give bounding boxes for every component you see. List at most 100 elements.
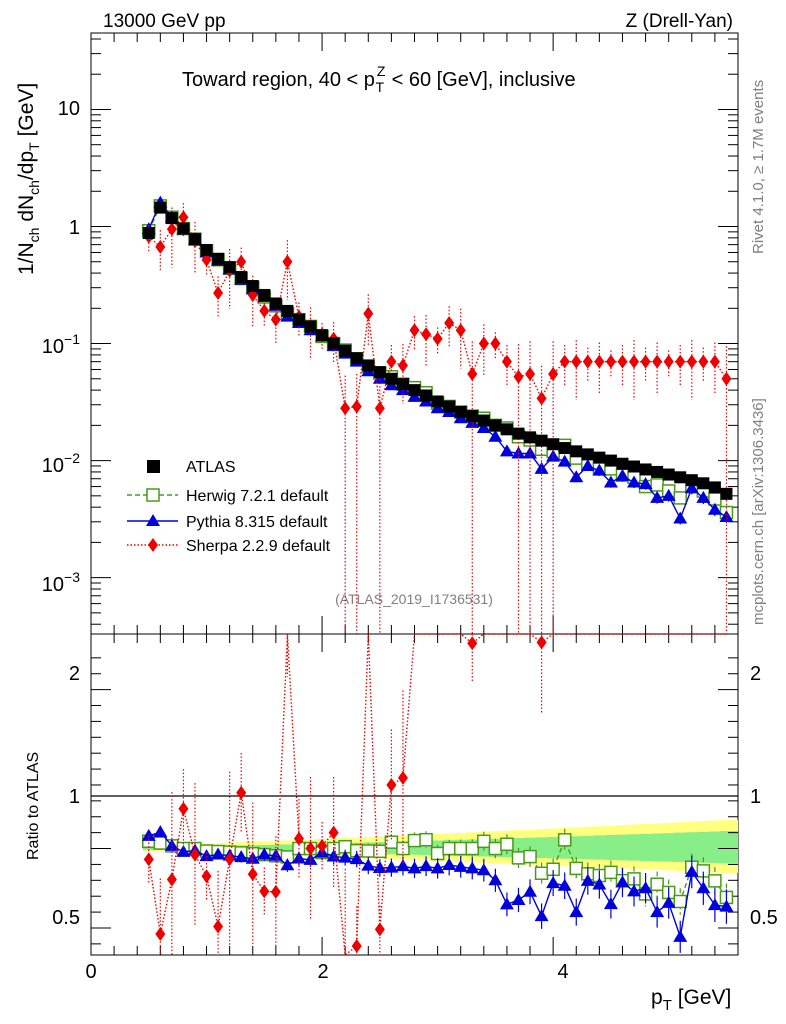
point-atlas — [558, 442, 571, 455]
point-sherpa — [236, 254, 247, 269]
point-atlas — [524, 431, 537, 444]
ratio-tick-right-0.5: 0.5 — [750, 907, 778, 929]
point-atlas — [570, 445, 583, 458]
x-axis-label: pT [GeV] — [651, 986, 731, 1014]
point-atlas — [327, 337, 340, 350]
point-atlas — [142, 227, 155, 240]
point-sherpa — [455, 323, 466, 338]
point-pythia — [488, 429, 503, 442]
point-atlas — [720, 487, 733, 500]
point-sherpa — [698, 354, 709, 369]
ratio-point-herwig — [465, 841, 480, 856]
point-atlas — [281, 304, 294, 317]
header-left-title: 13000 GeV pp — [103, 11, 226, 32]
point-atlas — [628, 460, 641, 473]
point-pythia — [557, 454, 572, 467]
y-tick-label-1: 1 — [69, 217, 80, 239]
ratio-point-pythia — [627, 884, 642, 897]
point-herwig — [673, 491, 687, 505]
x-tick-label-2: 2 — [317, 961, 328, 983]
ratio-point-sherpa — [155, 927, 166, 942]
ratio-point-herwig — [373, 844, 387, 859]
point-pythia — [707, 502, 722, 515]
ratio-point-sherpa — [270, 884, 281, 899]
point-pythia — [546, 449, 561, 462]
point-sherpa — [686, 354, 697, 369]
ratio-point-herwig — [361, 844, 376, 858]
ratio-point-pythia — [234, 850, 249, 863]
point-pythia — [569, 470, 584, 483]
point-pythia — [615, 468, 630, 481]
point-atlas — [651, 465, 664, 478]
point-atlas — [188, 233, 201, 246]
point-atlas — [396, 378, 409, 391]
point-atlas — [454, 406, 467, 419]
ratio-point-pythia — [603, 897, 618, 910]
point-sherpa — [571, 354, 582, 369]
point-atlas — [500, 423, 513, 436]
y-tick-label-0.001: 10−3 — [42, 569, 80, 596]
point-atlas — [362, 359, 375, 372]
point-atlas — [547, 438, 560, 451]
ratio-axis-label: Ratio to ATLAS — [25, 752, 42, 860]
ratio-point-sherpa — [178, 801, 189, 816]
ratio-point-herwig — [523, 849, 537, 864]
legend-marker-sherpa — [148, 538, 158, 552]
ratio-tick-labels: 2 1 0.5 2 1 0.5 — [52, 663, 778, 929]
point-sherpa — [490, 336, 501, 351]
ratio-point-herwig — [511, 851, 526, 865]
point-atlas — [512, 427, 525, 440]
point-atlas — [408, 384, 421, 397]
point-atlas — [535, 434, 548, 447]
point-sherpa — [629, 354, 640, 369]
point-sherpa — [594, 354, 605, 369]
ratio-tick-right-2: 2 — [750, 663, 761, 685]
x-tick-label-4: 4 — [557, 961, 568, 983]
ratio-point-herwig — [673, 894, 687, 909]
point-atlas — [385, 372, 398, 385]
point-sherpa — [178, 210, 189, 225]
point-herwig — [650, 478, 664, 492]
ratio-tick-left-1: 1 — [69, 786, 80, 808]
legend-label-atlas: ATLAS — [186, 459, 236, 476]
ratio-point-pythia — [465, 861, 480, 874]
ratio-point-pythia — [211, 847, 226, 860]
ratio-point-sherpa — [467, 636, 478, 651]
ratio-point-sherpa — [143, 852, 154, 867]
y-tick-label-10: 10 — [58, 98, 80, 120]
point-sherpa — [582, 354, 593, 369]
analysis-label: (ATLAS_2019_I1736531) — [335, 591, 493, 607]
y-tick-label-0.01: 10−2 — [42, 450, 80, 477]
ratio-point-herwig — [650, 877, 664, 892]
point-atlas — [304, 320, 317, 333]
point-sherpa — [432, 331, 443, 346]
ratio-point-pythia — [557, 878, 572, 891]
point-sherpa — [525, 366, 536, 381]
ratio-point-pythia — [569, 905, 584, 918]
point-sherpa — [652, 354, 663, 369]
point-atlas — [685, 474, 698, 487]
legend-label-herwig: Herwig 7.2.1 default — [186, 488, 329, 505]
point-pythia — [719, 509, 734, 522]
ratio-point-herwig — [500, 837, 514, 851]
point-atlas — [246, 280, 259, 293]
point-pythia — [580, 458, 595, 471]
point-pythia — [592, 463, 607, 476]
ratio-tick-right-1: 1 — [750, 786, 761, 808]
ratio-point-pythia — [650, 905, 665, 918]
ratio-point-pythia — [141, 828, 156, 841]
ratio-point-pythia — [280, 858, 295, 871]
ratio-point-sherpa — [536, 635, 547, 650]
point-sherpa — [444, 315, 455, 330]
point-sherpa — [282, 254, 293, 269]
point-sherpa — [270, 312, 281, 327]
point-sherpa — [559, 354, 570, 369]
point-sherpa — [548, 366, 559, 381]
point-sherpa — [155, 239, 166, 254]
point-pythia — [650, 490, 665, 503]
ratio-point-pythia — [719, 899, 734, 912]
legend-marker-herwig — [146, 488, 160, 502]
point-sherpa — [421, 327, 432, 342]
point-atlas — [616, 457, 629, 470]
ratio-point-sherpa — [397, 770, 408, 785]
